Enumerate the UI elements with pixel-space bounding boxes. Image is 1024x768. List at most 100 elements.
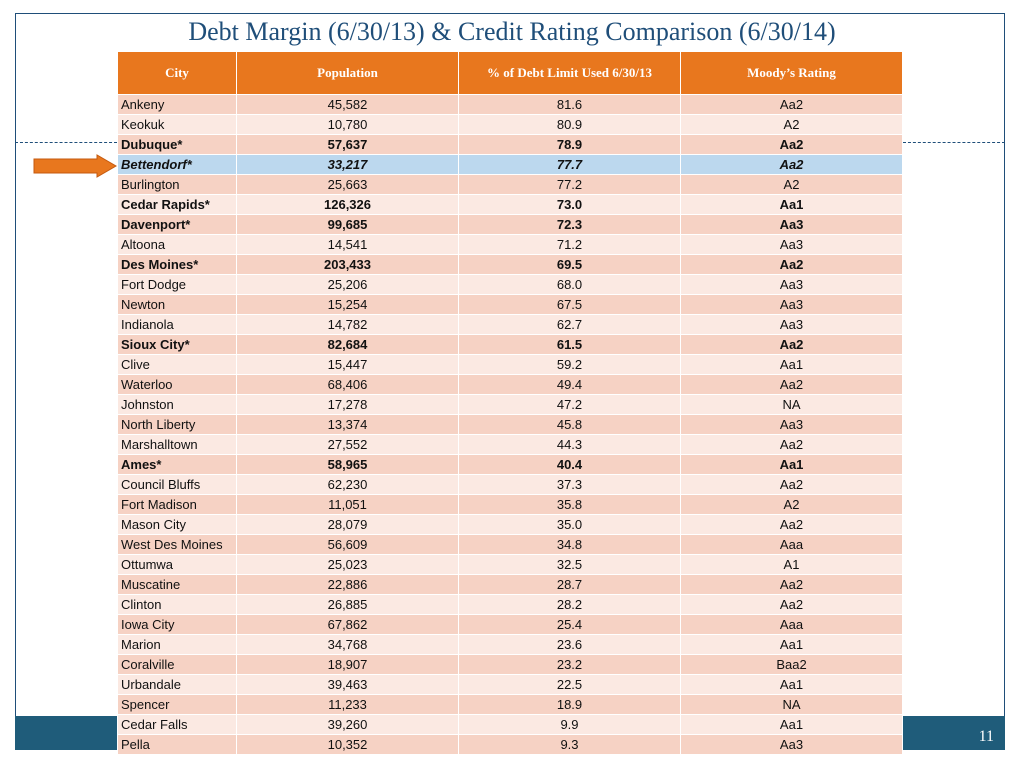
cell-debt-limit: 71.2 [458,234,681,255]
cell-city: Iowa City [117,614,237,635]
cell-population: 57,637 [236,134,459,155]
cell-city: West Des Moines [117,534,237,555]
cell-rating: Aa3 [680,294,903,315]
table-row: Coralville 18,907 23.2 Baa2 [117,654,903,675]
cell-population: 14,782 [236,314,459,335]
cell-population: 15,254 [236,294,459,315]
cell-city: Coralville [117,654,237,675]
cell-rating: Aa1 [680,634,903,655]
cell-debt-limit: 73.0 [458,194,681,215]
cell-rating: Aa1 [680,354,903,375]
cell-population: 67,862 [236,614,459,635]
cell-debt-limit: 18.9 [458,694,681,715]
cell-population: 82,684 [236,334,459,355]
cell-population: 33,217 [236,154,459,175]
cell-rating: Aa3 [680,414,903,435]
table-row: Waterloo 68,406 49.4 Aa2 [117,374,903,395]
cell-debt-limit: 37.3 [458,474,681,495]
table-row: Fort Madison 11,051 35.8 A2 [117,494,903,515]
cell-debt-limit: 49.4 [458,374,681,395]
cell-debt-limit: 81.6 [458,94,681,115]
table-row: Johnston 17,278 47.2 NA [117,394,903,415]
cell-debt-limit: 69.5 [458,254,681,275]
table-row: Fort Dodge 25,206 68.0 Aa3 [117,274,903,295]
cell-population: 56,609 [236,534,459,555]
cell-city: Clive [117,354,237,375]
cell-city: Ankeny [117,94,237,115]
table-row: Clive 15,447 59.2 Aa1 [117,354,903,375]
cell-population: 27,552 [236,434,459,455]
cell-rating: Aa2 [680,574,903,595]
cell-city: Council Bluffs [117,474,237,495]
cell-debt-limit: 44.3 [458,434,681,455]
table-row: Des Moines* 203,433 69.5 Aa2 [117,254,903,275]
table-row: Council Bluffs 62,230 37.3 Aa2 [117,474,903,495]
divider-right [903,142,1005,143]
cell-population: 10,780 [236,114,459,135]
cell-rating: Baa2 [680,654,903,675]
table-row: Muscatine 22,886 28.7 Aa2 [117,574,903,595]
cell-population: 62,230 [236,474,459,495]
slide-title: Debt Margin (6/30/13) & Credit Rating Co… [188,17,836,46]
cell-debt-limit: 28.2 [458,594,681,615]
cell-city: Ames* [117,454,237,475]
table-row: Clinton 26,885 28.2 Aa2 [117,594,903,615]
cell-debt-limit: 9.3 [458,734,681,755]
table-row: Indianola 14,782 62.7 Aa3 [117,314,903,335]
cell-debt-limit: 45.8 [458,414,681,435]
cell-city: Davenport* [117,214,237,235]
cell-population: 58,965 [236,454,459,475]
table-row: Pella 10,352 9.3 Aa3 [117,734,903,755]
table-row: Ames* 58,965 40.4 Aa1 [117,454,903,475]
cell-rating: Aa1 [680,194,903,215]
cell-city: Keokuk [117,114,237,135]
cell-population: 99,685 [236,214,459,235]
cell-rating: Aa2 [680,514,903,535]
cell-debt-limit: 72.3 [458,214,681,235]
table-row: Burlington 25,663 77.2 A2 [117,174,903,195]
table-row: Bettendorf* 33,217 77.7 Aa2 [117,154,903,175]
cell-debt-limit: 25.4 [458,614,681,635]
cell-city: Mason City [117,514,237,535]
cell-population: 126,326 [236,194,459,215]
cell-population: 39,463 [236,674,459,695]
cell-city: Burlington [117,174,237,195]
cell-city: Muscatine [117,574,237,595]
cell-debt-limit: 59.2 [458,354,681,375]
cell-rating: Aa2 [680,334,903,355]
cell-rating: Aa2 [680,134,903,155]
table-row: Altoona 14,541 71.2 Aa3 [117,234,903,255]
cell-population: 22,886 [236,574,459,595]
table-row: Keokuk 10,780 80.9 A2 [117,114,903,135]
cell-population: 18,907 [236,654,459,675]
cell-city: Marshalltown [117,434,237,455]
cell-city: Urbandale [117,674,237,695]
cell-population: 34,768 [236,634,459,655]
table-row: Marshalltown 27,552 44.3 Aa2 [117,434,903,455]
cell-debt-limit: 77.2 [458,174,681,195]
cell-city: Cedar Falls [117,714,237,735]
table-row: Mason City 28,079 35.0 Aa2 [117,514,903,535]
cell-debt-limit: 9.9 [458,714,681,735]
table-row: Ankeny 45,582 81.6 Aa2 [117,94,903,115]
table-row: Cedar Rapids* 126,326 73.0 Aa1 [117,194,903,215]
cell-rating: Aa2 [680,94,903,115]
cell-city: Altoona [117,234,237,255]
cell-city: North Liberty [117,414,237,435]
cell-rating: A2 [680,174,903,195]
cell-rating: Aa2 [680,254,903,275]
cell-population: 26,885 [236,594,459,615]
cell-city: Newton [117,294,237,315]
table-row: Marion 34,768 23.6 Aa1 [117,634,903,655]
cell-rating: NA [680,694,903,715]
cell-city: Clinton [117,594,237,615]
cell-rating: Aa2 [680,474,903,495]
cell-population: 15,447 [236,354,459,375]
cell-population: 10,352 [236,734,459,755]
cell-population: 203,433 [236,254,459,275]
cell-population: 17,278 [236,394,459,415]
cell-rating: Aa1 [680,674,903,695]
cell-rating: Aa3 [680,274,903,295]
table-row: West Des Moines 56,609 34.8 Aaa [117,534,903,555]
cell-debt-limit: 67.5 [458,294,681,315]
